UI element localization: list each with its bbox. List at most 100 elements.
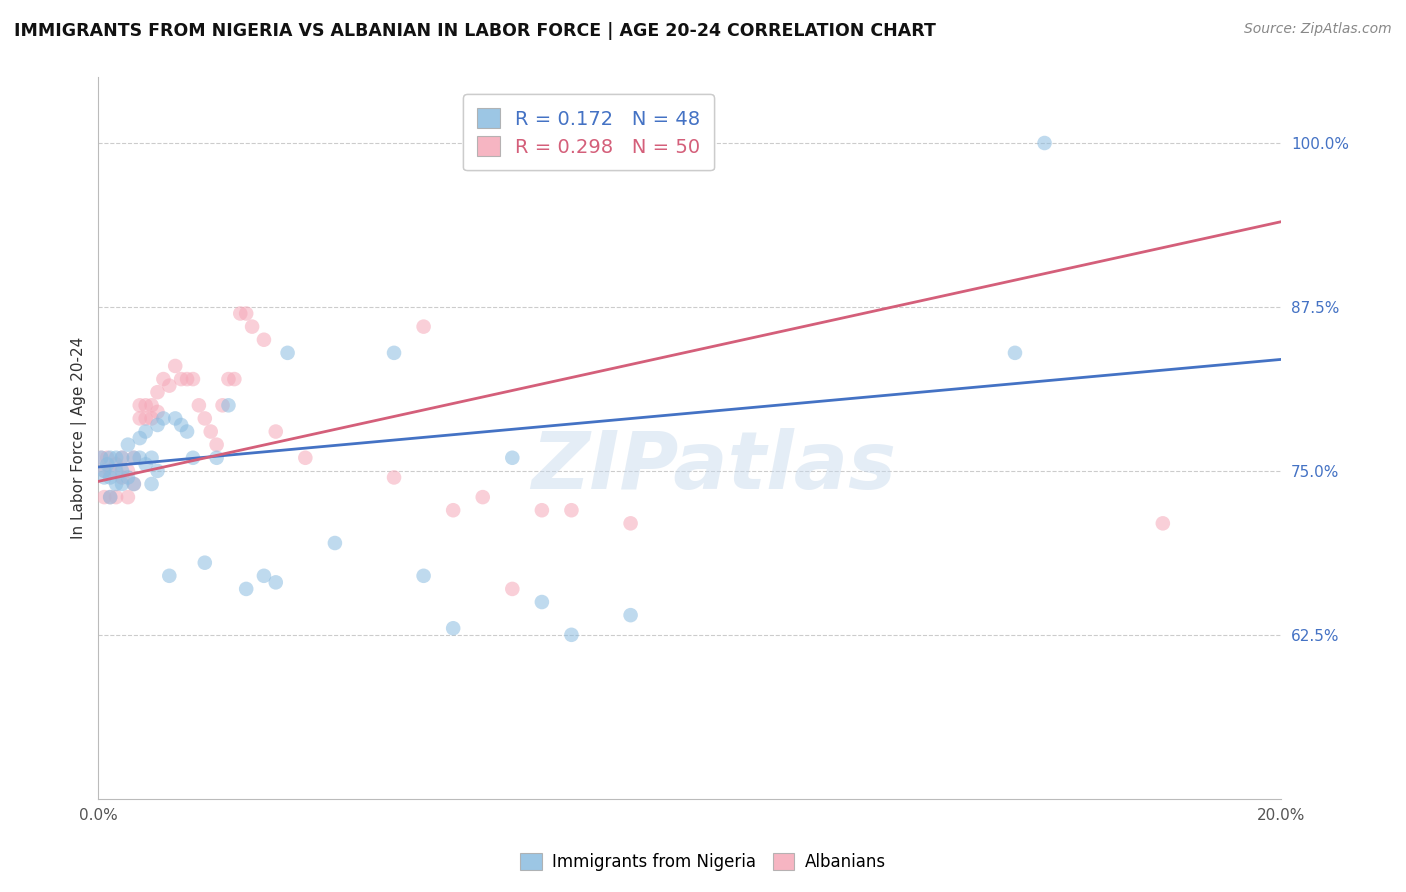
Point [412, 319, 434, 334]
Point [146, 385, 169, 400]
Point [98, 490, 121, 504]
Y-axis label: In Labor Force | Age 20-24: In Labor Force | Age 20-24 [72, 337, 87, 540]
Point [157, 569, 180, 583]
Point [117, 470, 139, 484]
Point [471, 490, 494, 504]
Legend: R = 0.172   N = 48, R = 0.298   N = 50: R = 0.172 N = 48, R = 0.298 N = 50 [463, 95, 714, 170]
Point [165, 411, 187, 425]
Point [117, 464, 139, 478]
Text: Source: ZipAtlas.com: Source: ZipAtlas.com [1244, 22, 1392, 37]
Point [122, 450, 145, 465]
Point [105, 458, 128, 472]
Point [111, 450, 134, 465]
Point [135, 411, 157, 425]
Point [128, 411, 150, 425]
Point [264, 425, 287, 439]
Point [240, 319, 263, 334]
Point [152, 411, 174, 425]
Point [194, 411, 217, 425]
Point [530, 503, 553, 517]
Point [165, 359, 187, 373]
Point [560, 628, 582, 642]
Point [111, 470, 134, 484]
Point [187, 398, 209, 412]
Point [122, 477, 145, 491]
Point [98, 464, 121, 478]
Point [141, 398, 163, 412]
Point [93, 490, 115, 504]
Point [111, 477, 134, 491]
Point [264, 575, 287, 590]
Point [170, 417, 193, 432]
Text: IMMIGRANTS FROM NIGERIA VS ALBANIAN IN LABOR FORCE | AGE 20-24 CORRELATION CHART: IMMIGRANTS FROM NIGERIA VS ALBANIAN IN L… [14, 22, 936, 40]
Point [96, 450, 118, 465]
Point [205, 450, 228, 465]
Point [105, 464, 128, 478]
Point [1004, 346, 1026, 360]
Point [141, 450, 163, 465]
Point [176, 372, 198, 386]
Point [235, 306, 257, 320]
Point [217, 398, 239, 412]
Point [117, 437, 139, 451]
Point [619, 608, 641, 623]
Point [128, 450, 150, 465]
Point [135, 398, 157, 412]
Point [135, 425, 157, 439]
Point [441, 621, 464, 635]
Point [619, 516, 641, 531]
Point [122, 450, 145, 465]
Point [141, 411, 163, 425]
Point [128, 431, 150, 445]
Point [98, 450, 121, 465]
Point [217, 372, 239, 386]
Point [122, 477, 145, 491]
Point [323, 536, 346, 550]
Point [98, 470, 121, 484]
Point [157, 378, 180, 392]
Point [146, 464, 169, 478]
Text: ZIPatlas: ZIPatlas [531, 428, 896, 506]
Point [141, 477, 163, 491]
Point [382, 470, 405, 484]
Point [382, 346, 405, 360]
Point [253, 569, 276, 583]
Point [224, 372, 246, 386]
Point [93, 464, 115, 478]
Point [93, 470, 115, 484]
Point [294, 450, 316, 465]
Point [146, 417, 169, 432]
Point [96, 458, 118, 472]
Point [229, 306, 252, 320]
Point [170, 372, 193, 386]
Point [235, 582, 257, 596]
Point [277, 346, 299, 360]
Point [412, 569, 434, 583]
Point [441, 503, 464, 517]
Point [135, 458, 157, 472]
Point [211, 398, 233, 412]
Point [105, 450, 128, 465]
Legend: Immigrants from Nigeria, Albanians: Immigrants from Nigeria, Albanians [512, 845, 894, 880]
Point [90, 450, 112, 465]
Point [128, 398, 150, 412]
Point [93, 464, 115, 478]
Point [90, 450, 112, 465]
Point [205, 437, 228, 451]
Point [105, 477, 128, 491]
Point [181, 450, 204, 465]
Point [98, 490, 121, 504]
Point [152, 372, 174, 386]
Point [117, 490, 139, 504]
Point [146, 405, 169, 419]
Point [105, 490, 128, 504]
Point [111, 450, 134, 465]
Point [200, 425, 222, 439]
Point [1152, 516, 1174, 531]
Point [253, 333, 276, 347]
Point [181, 372, 204, 386]
Point [501, 450, 523, 465]
Point [1033, 136, 1056, 150]
Point [194, 556, 217, 570]
Point [530, 595, 553, 609]
